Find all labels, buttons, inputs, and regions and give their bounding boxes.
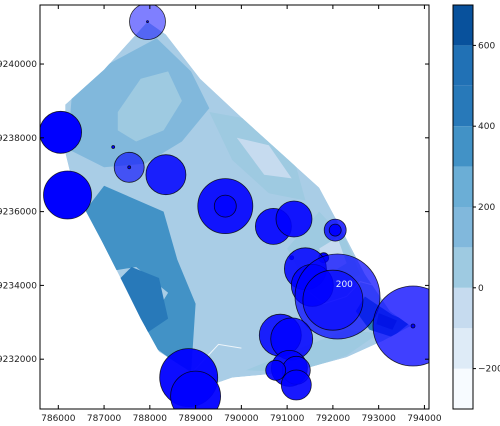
- y-tick-label: 9234000: [0, 281, 37, 291]
- x-tick-label: 793000: [361, 414, 396, 424]
- x-tick-label: 794000: [407, 414, 442, 424]
- colorbar: −200 0 200 400 600: [452, 4, 500, 410]
- colorbar-band: [453, 166, 473, 207]
- contour-labels: 200: [336, 280, 353, 290]
- scatter-point: [280, 369, 312, 401]
- colorbar-band: [453, 287, 473, 329]
- scatter-point: [40, 110, 82, 154]
- scatter-point: [302, 269, 364, 331]
- x-tick-label: 787000: [87, 414, 122, 424]
- x-tick-label: 789000: [178, 414, 213, 424]
- colorbar-band: [453, 247, 473, 288]
- contour-label: 200: [336, 280, 353, 290]
- x-tick-label: 791000: [270, 414, 305, 424]
- colorbar-band: [453, 368, 473, 409]
- scatter-point: [372, 285, 429, 367]
- scatter-point: [265, 359, 287, 381]
- scatter-points: [40, 5, 429, 409]
- plot-area: 200: [40, 5, 429, 409]
- y-tick-label: 9240000: [0, 60, 37, 70]
- scatter-point: [145, 154, 187, 196]
- y-tick-label: 9236000: [0, 208, 37, 218]
- scatter-point: [111, 145, 116, 149]
- colorbar-band: [453, 207, 473, 248]
- scatter-point: [328, 223, 342, 237]
- scatter-point: [275, 200, 313, 238]
- contour-region: [236, 137, 292, 179]
- colorbar-band: [453, 5, 473, 46]
- scatter-point: [410, 323, 416, 329]
- colorbar-band: [453, 328, 473, 369]
- scatter-point: [170, 370, 221, 409]
- scatter-point: [146, 20, 149, 24]
- colorbar-tick-label: 200: [478, 203, 495, 213]
- y-tick-label: 9238000: [0, 134, 37, 144]
- x-tick-label: 790000: [224, 414, 259, 424]
- scatter-point: [127, 165, 132, 170]
- contour-region: [113, 267, 169, 338]
- colorbar-tick-label: 600: [478, 41, 495, 51]
- x-tick-label: 786000: [41, 414, 76, 424]
- scatter-point: [213, 194, 237, 218]
- colorbar-tick-label: 0: [478, 284, 484, 294]
- x-tick-label: 792000: [316, 414, 351, 424]
- colorbar-band: [453, 126, 473, 167]
- x-tick-label: 788000: [133, 414, 168, 424]
- plot-frame: [39, 4, 430, 410]
- y-axis: 9232000 9234000 9236000 9238000 9240000: [0, 60, 429, 365]
- y-tick-label: 9232000: [0, 355, 37, 365]
- contour-region: [117, 71, 182, 142]
- colorbar-tick-label: −200: [478, 365, 500, 375]
- contour-region: [67, 185, 196, 374]
- x-axis: 786000 787000 788000 789000 790000 791000 7920…: [41, 5, 442, 424]
- scatter-point: [43, 170, 92, 220]
- colorbar-tick-label: 400: [478, 122, 495, 132]
- colorbar-band: [453, 45, 473, 86]
- colorbar-band: [453, 85, 473, 127]
